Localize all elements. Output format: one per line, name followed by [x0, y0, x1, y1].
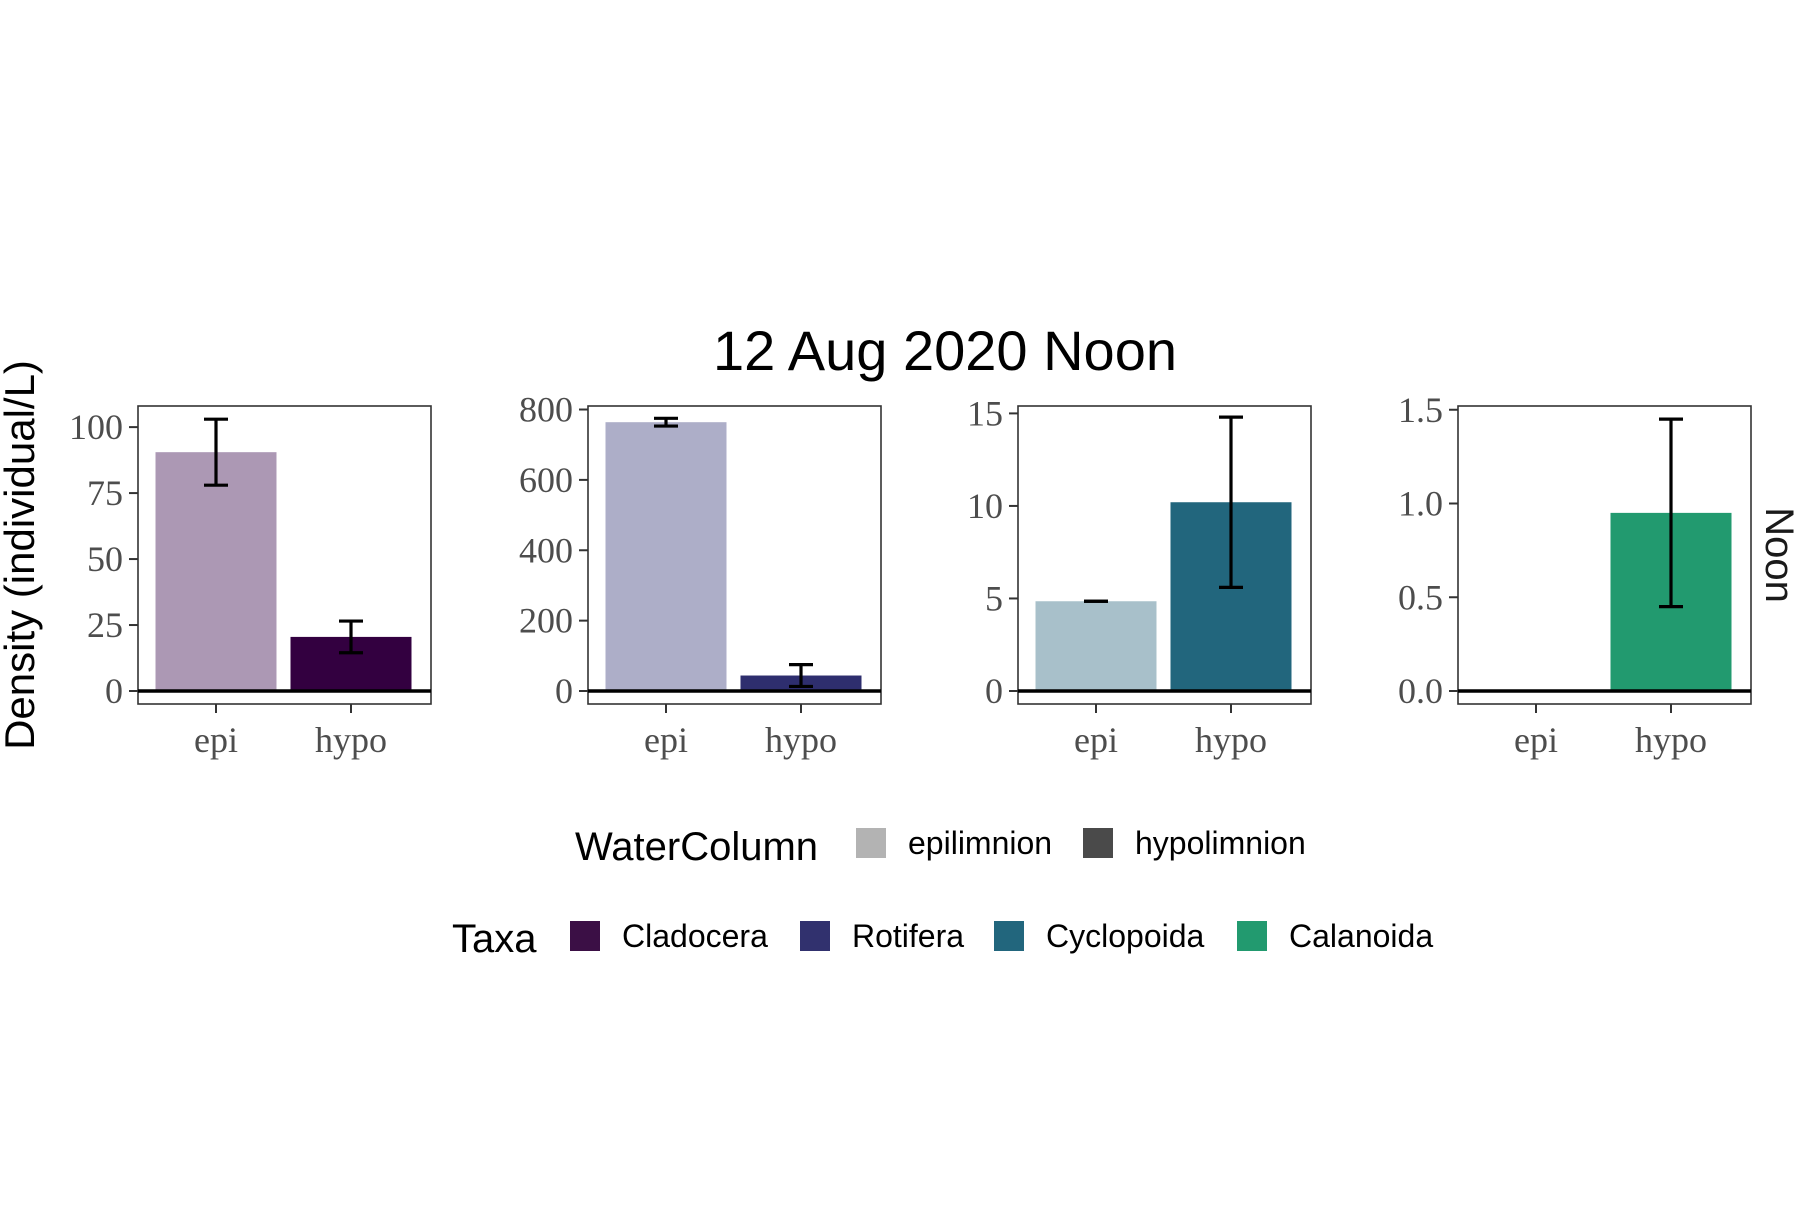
legend-item-hypolimnion: hypolimnion [1083, 825, 1306, 861]
legend-item-cladocera: Cladocera [570, 918, 768, 954]
y-tick-label: 400 [519, 530, 573, 570]
legend-taxa-title: Taxa [452, 917, 537, 961]
x-tick-label-epi: epi [1514, 720, 1558, 760]
y-tick-label: 25 [87, 605, 123, 645]
y-tick-label: 0 [105, 671, 123, 711]
legend-watercolumn: WaterColumn epilimnion hypolimnion [575, 825, 1306, 869]
legend-item-cyclopoida: Cyclopoida [994, 918, 1205, 954]
x-tick-label-epi: epi [644, 720, 688, 760]
chart-title: 12 Aug 2020 Noon [713, 319, 1177, 382]
x-tick-label-epi: epi [194, 720, 238, 760]
legend-swatch [994, 921, 1024, 951]
legend-label: Rotifera [852, 918, 964, 954]
error-bar-rotifera-epi [654, 416, 678, 428]
legend-label: Cladocera [622, 918, 768, 954]
facet-strip-label: Noon [1757, 507, 1800, 603]
y-tick-label: 800 [519, 390, 573, 430]
bar-cyclopoida-epi [1035, 601, 1157, 691]
bar-cladocera-epi [155, 452, 277, 691]
x-tick-label-epi: epi [1074, 720, 1118, 760]
y-tick-label: 0.0 [1398, 671, 1443, 711]
panel-cladocera: 0 25 50 75 100 epi hypo [69, 405, 432, 760]
bar-rotifera-epi [605, 422, 727, 691]
legend-item-rotifera: Rotifera [800, 918, 964, 954]
error-bar-cyclopoida-hypo [1219, 415, 1243, 589]
x-tick-label-hypo: hypo [315, 720, 387, 760]
x-tick-label-hypo: hypo [1635, 720, 1707, 760]
y-tick-label: 0.5 [1398, 577, 1443, 617]
error-bar-calanoida-hypo [1659, 417, 1683, 609]
x-tick-label-hypo: hypo [765, 720, 837, 760]
legend-label: Cyclopoida [1046, 918, 1205, 954]
legend-swatch [570, 921, 600, 951]
error-bar-cladocera-hypo [339, 619, 363, 655]
error-bar-rotifera-hypo [789, 663, 813, 689]
y-tick-label: 100 [69, 407, 123, 447]
legend-taxa: Taxa Cladocera Rotifera Cyclopoida Calanoida [452, 917, 1433, 961]
legend-swatch [800, 921, 830, 951]
y-tick-label: 200 [519, 601, 573, 641]
legend-watercolumn-title: WaterColumn [575, 825, 818, 869]
panels-group: 0 25 50 75 100 epi hypo 0 200 400 600 800 epi hypo 0 5 1… [69, 390, 1752, 760]
y-tick-label: 600 [519, 460, 573, 500]
legend-swatch [1237, 921, 1267, 951]
y-tick-label: 50 [87, 539, 123, 579]
panel-calanoida: 0.0 0.5 1.0 1.5 epi hypo [1398, 390, 1752, 760]
panel-cyclopoida: 0 5 10 15 epi hypo [967, 393, 1312, 760]
y-tick-label: 10 [967, 486, 1003, 526]
legend-label: Calanoida [1289, 918, 1433, 954]
panel-rotifera: 0 200 400 600 800 epi hypo [519, 390, 882, 760]
legend-item-epilimnion: epilimnion [856, 825, 1052, 861]
legend-item-calanoida: Calanoida [1237, 918, 1433, 954]
y-tick-label: 0 [555, 671, 573, 711]
legend-label: hypolimnion [1135, 825, 1306, 861]
y-axis-label: Density (individual/L) [0, 360, 43, 750]
y-tick-label: 15 [967, 393, 1003, 433]
y-tick-label: 1.0 [1398, 484, 1443, 524]
x-tick-label-hypo: hypo [1195, 720, 1267, 760]
error-bar-cladocera-epi [204, 417, 228, 487]
y-tick-label: 0 [985, 671, 1003, 711]
y-tick-label: 1.5 [1398, 390, 1443, 430]
y-tick-label: 75 [87, 473, 123, 513]
legend-swatch [1083, 828, 1113, 858]
legend-swatch [856, 828, 886, 858]
y-tick-label: 5 [985, 578, 1003, 618]
legend-label: epilimnion [908, 825, 1052, 861]
